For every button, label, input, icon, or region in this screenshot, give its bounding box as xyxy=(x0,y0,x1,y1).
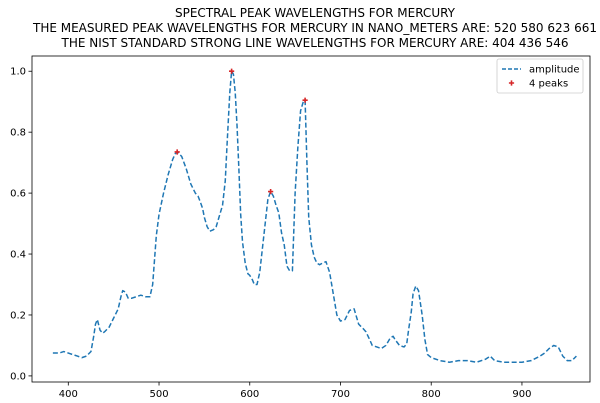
x-tick-label-400: 400 xyxy=(59,389,78,400)
x-axis: 400 500 600 700 800 900 xyxy=(59,382,531,400)
plot-frame xyxy=(31,55,591,383)
chart-subtitle-nist: THE NIST STANDARD STRONG LINE WAVELENGTH… xyxy=(61,36,569,50)
y-tick-label-0.8: 0.8 xyxy=(10,128,26,139)
legend: amplitude 4 peaks xyxy=(496,58,584,94)
x-tick-label-500: 500 xyxy=(149,389,168,400)
x-tick-label-600: 600 xyxy=(240,389,259,400)
y-tick-label-0.2: 0.2 xyxy=(10,310,26,321)
legend-box xyxy=(496,58,584,94)
y-tick-label-0.6: 0.6 xyxy=(10,189,26,200)
peak-marker-661 xyxy=(302,97,308,103)
legend-marker-sample xyxy=(508,80,515,86)
chart-subtitle-measured: THE MEASURED PEAK WAVELENGTHS FOR MERCUR… xyxy=(32,21,597,35)
series-layer xyxy=(52,68,577,363)
legend-label-peaks: 4 peaks xyxy=(529,79,568,90)
chart-title-block: SPECTRAL PEAK WAVELENGTHS FOR MERCURY TH… xyxy=(32,6,597,50)
series-line-amplitude xyxy=(52,70,577,363)
x-tick-label-900: 900 xyxy=(512,389,531,400)
peak-marker-580 xyxy=(229,68,235,74)
y-tick-label-1.0: 1.0 xyxy=(10,67,26,78)
plot-area: 400 500 600 700 800 900 0.0 0.2 0.4 0.6 0.8 1.0 xyxy=(10,55,591,400)
legend-label-amplitude: amplitude xyxy=(529,65,580,76)
y-axis: 0.0 0.2 0.4 0.6 0.8 1.0 xyxy=(10,67,32,382)
x-tick-label-800: 800 xyxy=(422,389,441,400)
x-tick-label-700: 700 xyxy=(331,389,350,400)
chart-title: SPECTRAL PEAK WAVELENGTHS FOR MERCURY xyxy=(175,6,456,20)
y-tick-label-0.4: 0.4 xyxy=(10,250,26,261)
peak-marker-623 xyxy=(268,188,274,195)
peak-marker-520 xyxy=(174,149,180,155)
y-tick-label-0.0: 0.0 xyxy=(10,371,26,382)
